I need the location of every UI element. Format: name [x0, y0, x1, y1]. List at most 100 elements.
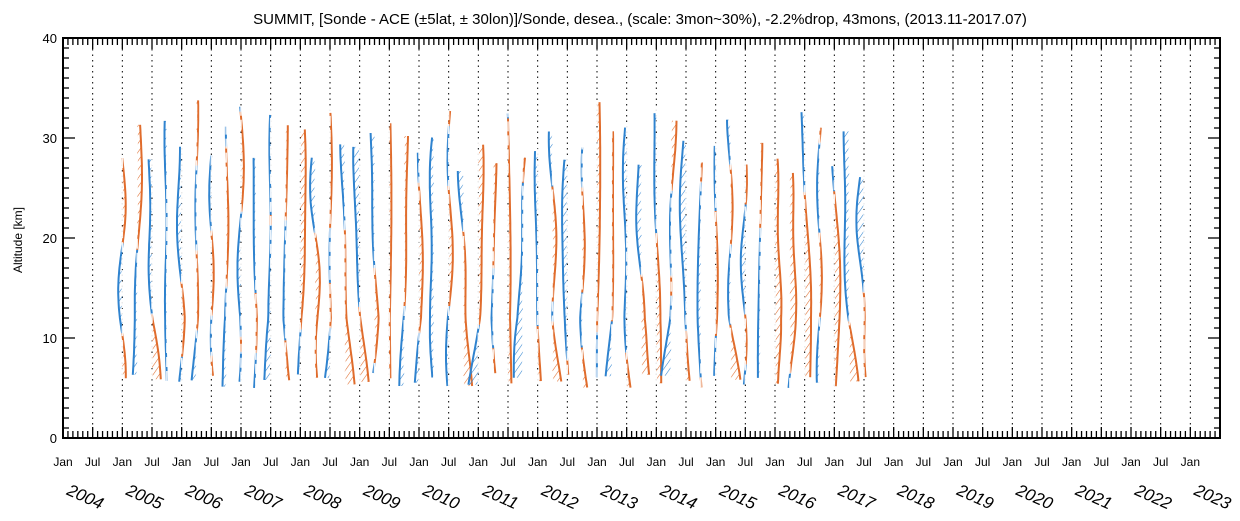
profile-line [150, 314, 162, 380]
profile-hatch [374, 268, 379, 364]
profile-line [467, 324, 480, 385]
profile-line [744, 164, 748, 205]
month-tick-label: Jul [678, 455, 693, 469]
profile-hatch [775, 158, 782, 384]
grid-layer [62, 38, 1191, 438]
month-tick-label: Jan [113, 455, 132, 469]
profile-line [596, 102, 602, 333]
profile-line [847, 321, 860, 382]
year-tick-label: 2020 [1013, 480, 1057, 513]
profile-line [581, 187, 586, 293]
profile-line [329, 112, 333, 228]
profile-line [547, 131, 554, 187]
month-tick-label: Jan [765, 455, 784, 469]
month-tick-label: Jul [1094, 455, 1109, 469]
month-tick-label: Jul [204, 455, 219, 469]
year-tick-label: 2005 [123, 480, 167, 513]
profile-line [398, 305, 406, 387]
profile-line [190, 330, 198, 381]
month-tick-label: Jan [231, 455, 250, 469]
tick-label-layer: 0 10 20 30 40 Jan Jul Jan Jul Jan Jul Jan Jul Jan Jul J… [43, 31, 1235, 514]
month-tick-label: Jan [409, 455, 428, 469]
month-tick-label: Jul [856, 455, 871, 469]
y-tick-label: 30 [43, 131, 57, 146]
profile-hatch [804, 192, 812, 378]
month-tick-label: Jan [469, 455, 488, 469]
year-tick-label: 2014 [657, 480, 700, 513]
profile-line [121, 333, 127, 379]
month-tick-label: Jan [943, 455, 962, 469]
profile-line [696, 182, 702, 378]
profile-line [759, 142, 764, 228]
profile-line [447, 185, 454, 307]
month-tick-label: Jul [560, 455, 575, 469]
profile-line [551, 321, 563, 382]
profile-line [324, 327, 332, 379]
profile-line [789, 172, 798, 374]
profile-line [268, 114, 272, 215]
year-tick-label: 2023 [1191, 480, 1235, 513]
month-tick-label: Jan [825, 455, 844, 469]
month-tick-label: Jan [1181, 455, 1200, 469]
profile-line [818, 232, 823, 318]
profile-line [833, 191, 842, 387]
month-tick-label: Jan [647, 455, 666, 469]
profile-line [428, 137, 434, 378]
profile-line [816, 142, 821, 233]
y-axis-label: Altitude [km] [11, 207, 25, 273]
profile-hatch [552, 186, 557, 302]
month-tick-label: Jan [53, 455, 72, 469]
year-tick-label: 2017 [835, 480, 879, 513]
profile-line [239, 111, 245, 212]
profile-line [803, 192, 813, 378]
profile-line [131, 249, 139, 375]
profile-line [561, 159, 569, 360]
year-tick-label: 2013 [597, 480, 641, 513]
profile-line [604, 321, 613, 377]
profile-hatch [789, 172, 797, 373]
profile-line [655, 233, 663, 384]
profile-line [180, 281, 186, 357]
profile-line [121, 158, 127, 244]
profile-line [815, 317, 821, 383]
profile-line [210, 230, 215, 316]
profile-line [309, 157, 316, 233]
month-tick-label: Jul [738, 455, 753, 469]
profile-line [252, 157, 257, 293]
profile-line [369, 132, 376, 269]
profile-line [507, 118, 513, 384]
profile-line [446, 125, 450, 187]
year-tick-label: 2007 [241, 480, 285, 513]
month-tick-label: Jan [884, 455, 903, 469]
profile-line [358, 306, 370, 382]
year-tick-label: 2021 [1072, 480, 1115, 513]
profile-line [640, 274, 651, 375]
profile-line [842, 131, 850, 322]
profile-line [714, 210, 719, 336]
year-tick-label: 2004 [63, 480, 106, 513]
month-tick-label: Jan [1121, 455, 1140, 469]
profile-hatch [686, 330, 690, 381]
profile-line [299, 129, 307, 330]
profile-hatch [552, 321, 562, 382]
month-tick-label: Jan [291, 455, 310, 469]
profile-line [221, 286, 228, 387]
year-tick-label: 2019 [953, 480, 997, 513]
axis-layer [62, 37, 1221, 439]
year-tick-label: 2011 [479, 480, 521, 513]
profile-line [855, 176, 865, 293]
profile-line [580, 147, 584, 188]
month-tick-label: Jan [528, 455, 547, 469]
y-tick-label: 0 [50, 431, 57, 446]
month-tick-label: Jul [263, 455, 278, 469]
profile-line [670, 120, 678, 191]
profile-hatch [834, 191, 841, 387]
month-tick-label: Jul [144, 455, 159, 469]
profile-line [313, 232, 321, 378]
year-tick-label: 2022 [1131, 480, 1175, 513]
profile-line [685, 330, 691, 381]
y-tick-label: 20 [43, 231, 57, 246]
y-tick-label: 40 [43, 31, 57, 46]
month-tick-label: Jul [85, 455, 100, 469]
